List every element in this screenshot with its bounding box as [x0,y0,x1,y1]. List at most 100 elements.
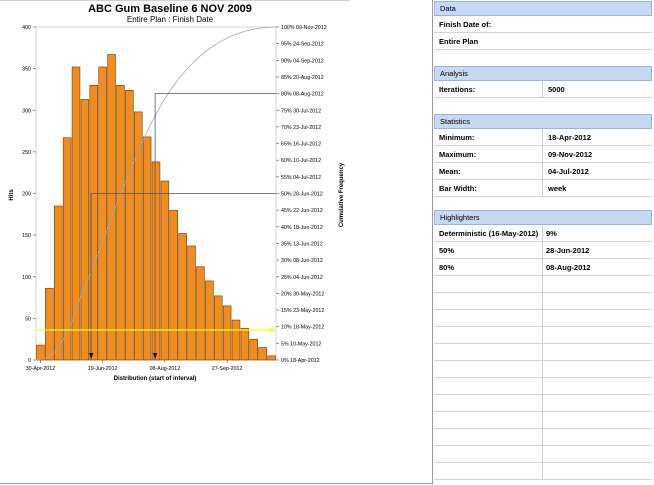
histogram-bar [151,161,161,361]
histogram-bar [116,85,125,361]
x-tick-label: 30-Apr-2012 [26,366,55,372]
empty-grid-row [434,429,652,446]
empty-grid-row [434,276,652,293]
chart-subtitle: Entire Plan : Finish Date [127,15,214,24]
y2-tick-label: 35% 13-Jun-2012 [281,241,323,247]
iterations-row: Iterations: 5000 [434,81,652,98]
x-tick-label: 19-Jun-2012 [88,366,118,372]
highlighter-row: Deterministic (16-May-2012) 9% [434,225,652,242]
histogram-bar [169,209,178,361]
x-tick-label: 27-Sep-2012 [212,366,243,372]
highlighter-value: 9% [546,229,557,238]
y-tick-label: 350 [22,67,31,73]
y2-axis-label: Cumulative Frequency [339,162,345,227]
data-section-header: Data [434,1,652,16]
statistics-label: Mean: [439,167,461,176]
histogram-chart: ABC Gum Baseline 6 NOV 2009 Entire Plan … [9,3,345,382]
y2-tick-label: 10% 18-May-2012 [281,325,324,331]
y2-tick-label: 60% 10-Jul-2012 [281,158,321,164]
summary-panel: Data Finish Date of: Entire Plan Analysi… [434,0,654,485]
analysis-section-header: Analysis [434,66,652,81]
percentile-guide-line [154,93,276,360]
histogram-bar [160,180,170,361]
highlighter-label: 80% [439,263,455,272]
empty-grid-row [434,344,652,361]
statistics-value: 18-Apr-2012 [548,133,591,142]
statistics-row: Minimum: 18-Apr-2012 [434,129,652,146]
histogram-bar [267,355,276,361]
histogram-bar [80,99,90,361]
finish-date-row: Finish Date of: [434,16,652,33]
y2-tick-label: 90% 04-Sep-2012 [281,58,324,64]
chart-title: ABC Gum Baseline 6 NOV 2009 [88,3,252,15]
percentile-marker [88,353,94,359]
y2-tick-label: 80% 08-Aug-2012 [281,92,324,98]
iterations-value: 5000 [548,85,565,94]
statistics-row: Mean: 04-Jul-2012 [434,163,652,180]
histogram-bar [62,137,72,361]
y2-tick-label: 75% 30-Jul-2012 [281,108,321,114]
y-tick-label: 0 [28,358,31,364]
histogram-bar [205,280,214,361]
y-tick-label: 100 [22,275,31,281]
highlighter-label: Deterministic (16-May-2012) [439,229,539,238]
y-tick-label: 400 [22,25,31,31]
y-tick-label: 300 [22,108,31,114]
deterministic-arrow [270,327,276,333]
histogram-bar [142,136,152,361]
statistics-label: Minimum: [439,133,475,142]
y2-tick-label: 50% 28-Jun-2012 [281,192,323,198]
histogram-bar [89,85,98,361]
histogram-bar [178,233,187,361]
highlighter-label: 50% [439,246,455,255]
empty-grid-row [434,395,652,412]
x-axis-label: Distribution (start of interval) [114,376,197,382]
y-tick-label: 200 [22,192,31,198]
entire-plan-row: Entire Plan [434,33,652,50]
empty-grid-row [434,378,652,395]
histogram-bar [196,266,205,361]
statistics-value: week [548,184,567,193]
y-tick-label: 50 [25,316,31,322]
iterations-label: Iterations: [439,85,476,94]
histogram-bar [258,347,267,361]
y2-tick-label: 95% 24-Sep-2012 [281,42,324,48]
y2-tick-label: 20% 30-May-2012 [281,291,324,297]
histogram-bar [125,90,134,361]
percentile-marker [152,353,158,359]
y2-tick-label: 0% 18-Apr-2012 [281,358,320,364]
histogram-bar [134,111,143,361]
y2-tick-label: 70% 23-Jul-2012 [281,125,321,131]
highlighter-row: 50% 28-Jun-2012 [434,242,652,259]
chart-panel [0,0,433,484]
analysis-blank-row [434,98,652,115]
empty-grid-row [434,446,652,463]
histogram-bar [214,295,223,361]
entire-plan-label: Entire Plan [439,37,479,46]
percentile-guide-line [90,193,276,360]
histogram-bar [71,66,81,361]
y2-tick-label: 85% 20-Aug-2012 [281,75,324,81]
highlighter-value: 08-Aug-2012 [546,263,591,272]
cumulative-curve [35,26,277,361]
histogram-bar [98,66,107,361]
statistics-row: Bar Width: week [434,180,652,197]
histogram-bar [240,328,250,361]
statistics-section-header: Statistics [434,114,652,129]
empty-grid-row [434,310,652,327]
y-axis-label: Hits [9,189,15,201]
statistics-row: Maximum: 09-Nov-2012 [434,146,652,163]
chart-top-border [0,0,350,1]
empty-grid-row [434,463,652,480]
histogram-bar [45,288,54,361]
histogram-bar [222,305,232,361]
statistics-label: Bar Width: [439,184,477,193]
histogram-bar [231,319,241,361]
y2-tick-label: 55% 04-Jul-2012 [281,175,321,181]
empty-grid-row [434,327,652,344]
highlighter-value: 28-Jun-2012 [546,246,590,255]
y2-tick-label: 25% 04-Jun-2012 [281,275,323,281]
highlighter-row: 80% 08-Aug-2012 [434,259,652,276]
histogram-bar [54,205,63,361]
y2-tick-label: 100% 09-Nov-2012 [281,25,327,31]
